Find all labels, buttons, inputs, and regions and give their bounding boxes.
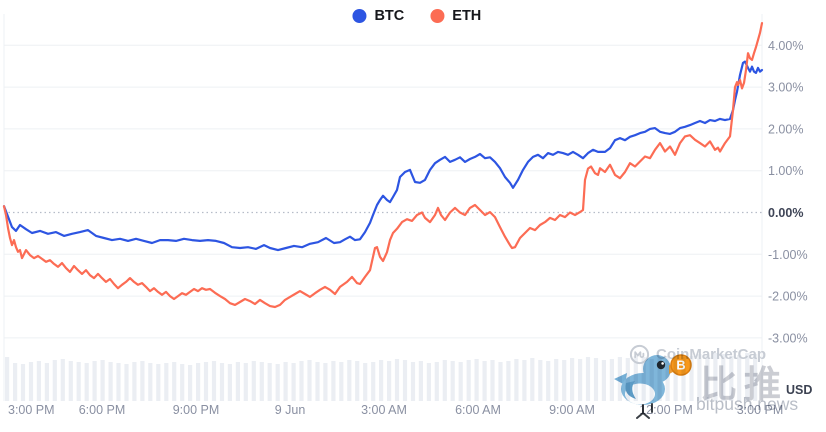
svg-text:3:00 PM: 3:00 PM xyxy=(737,403,784,417)
svg-text:-3.00%: -3.00% xyxy=(768,331,808,345)
svg-text:12:00 PM: 12:00 PM xyxy=(639,403,693,417)
currency-unit-label: USD xyxy=(786,383,813,397)
btc-legend-label: BTC xyxy=(374,8,405,24)
eth-series-dot-icon xyxy=(430,9,445,23)
svg-text:-1.00%: -1.00% xyxy=(768,248,808,262)
svg-text:9:00 AM: 9:00 AM xyxy=(549,403,595,417)
btc-series-dot-icon xyxy=(352,9,367,23)
svg-text:9:00 PM: 9:00 PM xyxy=(173,403,220,417)
svg-text:3.00%: 3.00% xyxy=(768,81,803,95)
svg-text:3:00 PM: 3:00 PM xyxy=(8,403,55,417)
svg-text:6:00 AM: 6:00 AM xyxy=(455,403,501,417)
legend-item-eth[interactable]: ETH xyxy=(430,8,481,24)
eth-legend-label: ETH xyxy=(452,8,482,24)
svg-text:0.00%: 0.00% xyxy=(768,206,803,220)
svg-text:-2.00%: -2.00% xyxy=(768,290,808,304)
svg-text:9 Jun: 9 Jun xyxy=(275,403,306,417)
svg-text:2.00%: 2.00% xyxy=(768,122,803,136)
legend-item-btc[interactable]: BTC xyxy=(352,8,404,24)
chart-legend: BTC ETH xyxy=(352,8,481,24)
svg-text:6:00 PM: 6:00 PM xyxy=(79,403,126,417)
svg-text:1.00%: 1.00% xyxy=(768,164,803,178)
svg-text:3:00 AM: 3:00 AM xyxy=(361,403,407,417)
svg-text:4.00%: 4.00% xyxy=(768,39,803,53)
